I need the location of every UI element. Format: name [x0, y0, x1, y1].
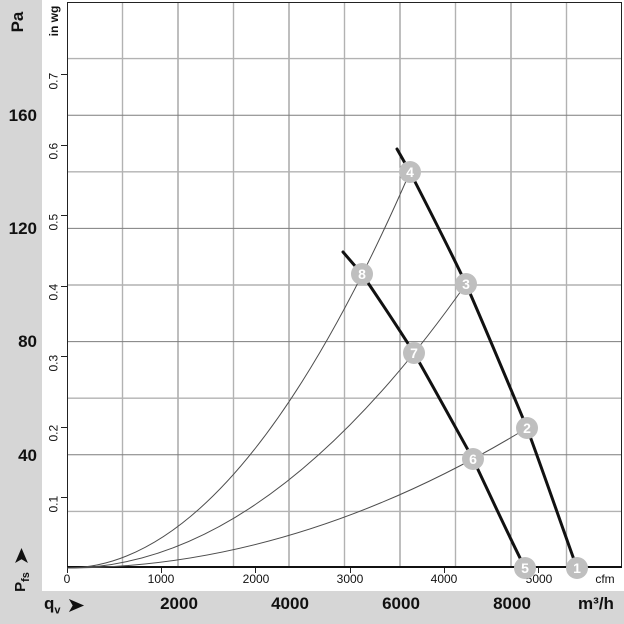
cfm-tick-0: 0: [63, 572, 71, 586]
pa-axis-title: Pa: [8, 11, 27, 33]
svg-text:6: 6: [469, 451, 477, 467]
marker-4: 4: [399, 161, 421, 183]
marker-8: 8: [351, 263, 373, 285]
inwg-tickmark: [61, 145, 67, 146]
inwg-tick-0-7: 0.7: [46, 72, 61, 90]
system-curve-2: [66, 283, 467, 569]
flow-symbol-text: qv: [44, 593, 61, 617]
system-curve-3: [66, 427, 528, 569]
inwg-axis-title: in wg: [47, 5, 61, 37]
cfm-tickmark: [538, 568, 539, 573]
marker-5: 5: [514, 557, 536, 579]
inwg-tickmark: [61, 286, 67, 287]
svg-text:1: 1: [573, 560, 581, 576]
inwg-tick-0-2: 0.2: [46, 424, 61, 442]
marker-6: 6: [462, 448, 484, 470]
inwg-tick-0-5: 0.5: [46, 213, 61, 231]
m3h-tick-2000: 2000: [160, 594, 198, 613]
m3h-tick-4000: 4000: [271, 594, 309, 613]
inwg-tick-0-4: 0.4: [46, 283, 61, 301]
svg-text:3: 3: [462, 276, 470, 292]
pressure-direction-arrow-icon: [15, 548, 28, 563]
chart-plot-area: 1 2 3 4 5 6 7 8: [66, 2, 622, 579]
fan-curves: [341, 147, 579, 570]
svg-text:5: 5: [521, 560, 529, 576]
inwg-tickmark: [61, 215, 67, 216]
cfm-tick-3000: 3000: [336, 572, 364, 586]
m3h-tick-6000: 6000: [382, 594, 420, 613]
svg-text:8: 8: [358, 266, 366, 282]
inwg-tick-0-3: 0.3: [46, 354, 61, 372]
pa-tick-80: 80: [18, 332, 37, 351]
inwg-tickmark: [61, 497, 67, 498]
inwg-tickmark: [61, 427, 67, 428]
marker-7: 7: [403, 342, 425, 364]
cfm-tickmark: [161, 568, 162, 573]
m3h-tick-8000: 8000: [493, 594, 531, 613]
system-curve-1: [66, 171, 411, 569]
flow-direction-arrow-icon: [68, 598, 84, 612]
fan-curve-upper: [395, 147, 579, 570]
marker-1: 1: [566, 557, 588, 579]
inwg-tickmark: [61, 356, 67, 357]
marker-2: 2: [516, 417, 538, 439]
cfm-tick-4000: 4000: [430, 572, 458, 586]
pressure-axis-symbol: Pfs: [12, 572, 32, 592]
marker-3: 3: [455, 273, 477, 295]
cfm-tickmark: [255, 568, 256, 573]
gridlines: [67, 2, 622, 568]
m3h-unit-label: m³/h: [578, 594, 614, 613]
inwg-tick-0-6: 0.6: [46, 142, 61, 160]
svg-text:7: 7: [410, 345, 418, 361]
cfm-tick-1000: 1000: [147, 572, 175, 586]
fan-curve-lower: [341, 250, 527, 570]
cfm-tickmark: [444, 568, 445, 573]
inwg-tickmark: [61, 74, 67, 75]
svg-text:4: 4: [406, 164, 414, 180]
cfm-tickmark: [350, 568, 351, 573]
cfm-unit-label: cfm: [595, 572, 615, 586]
flow-axis-symbol: qv: [44, 593, 85, 617]
operating-point-markers: 1 2 3 4 5 6 7 8: [351, 161, 588, 579]
svg-text:2: 2: [523, 420, 531, 436]
pa-tick-40: 40: [18, 446, 37, 465]
inwg-tick-0-1: 0.1: [46, 495, 61, 513]
pa-tick-120: 120: [8, 219, 37, 238]
cfm-tickmark: [67, 568, 68, 573]
plot-background-panel: [42, 0, 624, 591]
pa-tick-160: 160: [8, 106, 37, 125]
system-curves: [66, 171, 528, 569]
cfm-tick-2000: 2000: [242, 572, 270, 586]
